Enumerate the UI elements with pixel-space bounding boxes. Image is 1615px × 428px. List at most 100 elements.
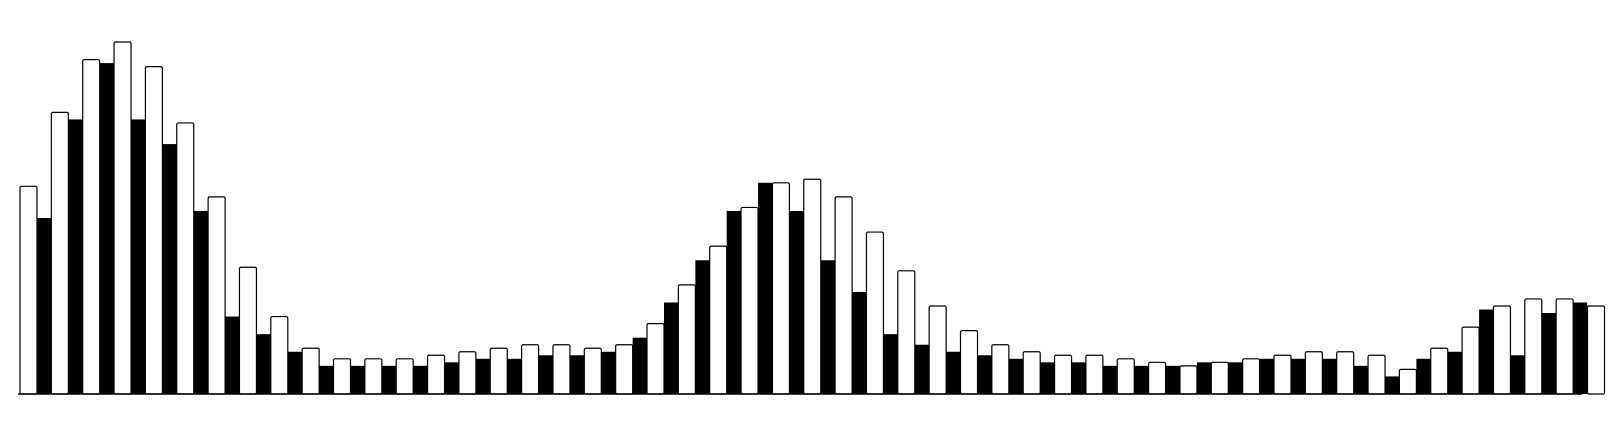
black-bar-42 xyxy=(1322,358,1337,394)
white-bar-45 xyxy=(1398,368,1418,395)
black-bar-15 xyxy=(475,358,490,394)
white-bar-49 xyxy=(1524,298,1543,395)
black-bar-23 xyxy=(726,210,741,394)
black-bar-11 xyxy=(350,365,365,394)
black-bar-48 xyxy=(1510,355,1525,394)
white-bar-21 xyxy=(646,323,665,395)
black-bar-18 xyxy=(569,355,584,394)
black-bar-35 xyxy=(1102,365,1117,394)
white-bar-11 xyxy=(332,358,352,395)
white-bar-32 xyxy=(991,344,1010,395)
white-bar-16 xyxy=(489,347,508,395)
white-bar-8 xyxy=(238,266,258,395)
white-bar-50 xyxy=(1555,298,1574,395)
black-bar-43 xyxy=(1353,365,1368,394)
black-bar-16 xyxy=(507,358,522,394)
black-bar-46 xyxy=(1447,351,1462,394)
white-bar-27 xyxy=(834,196,853,395)
black-bar-17 xyxy=(538,355,553,394)
white-bar-31 xyxy=(959,330,979,395)
black-bar-50 xyxy=(1573,302,1588,394)
black-bar-25 xyxy=(789,210,804,394)
white-bar-33 xyxy=(1022,351,1041,395)
white-bar-39 xyxy=(1210,361,1229,395)
black-bar-26 xyxy=(820,260,835,394)
black-bar-20 xyxy=(632,337,647,394)
white-bar-51 xyxy=(1586,305,1606,395)
white-bar-18 xyxy=(552,344,571,395)
black-bar-19 xyxy=(601,351,616,394)
white-bar-29 xyxy=(897,270,916,395)
black-bar-9 xyxy=(287,351,302,394)
white-bar-4 xyxy=(113,41,132,395)
black-bar-29 xyxy=(914,344,929,394)
white-bar-13 xyxy=(395,358,414,395)
black-bar-8 xyxy=(256,334,271,394)
black-bar-22 xyxy=(695,260,710,394)
white-bar-19 xyxy=(583,347,602,395)
black-bar-37 xyxy=(1165,365,1180,394)
black-bar-45 xyxy=(1416,358,1431,394)
white-bar-1 xyxy=(19,185,38,395)
black-bar-40 xyxy=(1259,358,1274,394)
white-bar-5 xyxy=(144,66,163,395)
black-bar-6 xyxy=(193,210,208,394)
black-bar-49 xyxy=(1541,313,1556,394)
white-bar-series xyxy=(19,41,1606,395)
white-bar-48 xyxy=(1492,305,1512,395)
black-bar-14 xyxy=(444,362,459,394)
black-bar-41 xyxy=(1291,358,1305,394)
black-bar-7 xyxy=(225,316,240,394)
white-bar-12 xyxy=(364,358,383,395)
white-bar-22 xyxy=(677,284,696,395)
black-bar-27 xyxy=(852,291,867,394)
black-bar-38 xyxy=(1196,362,1211,394)
white-bar-40 xyxy=(1242,358,1261,395)
white-bar-3 xyxy=(82,58,101,395)
white-bar-36 xyxy=(1116,358,1135,395)
white-bar-47 xyxy=(1461,326,1480,395)
white-bar-15 xyxy=(458,351,477,395)
black-bar-36 xyxy=(1134,365,1149,394)
black-bar-21 xyxy=(664,302,678,394)
black-bar-series xyxy=(37,63,1588,395)
black-bar-34 xyxy=(1071,362,1086,394)
white-bar-2 xyxy=(50,111,69,395)
black-bar-13 xyxy=(413,365,428,394)
white-bar-24 xyxy=(740,206,759,395)
white-bar-30 xyxy=(928,305,947,395)
white-bar-17 xyxy=(520,344,540,395)
white-bar-28 xyxy=(865,231,885,395)
white-bar-10 xyxy=(301,347,320,395)
white-bar-41 xyxy=(1273,354,1292,395)
black-bar-1 xyxy=(37,218,51,394)
white-bar-23 xyxy=(709,245,728,395)
white-bar-25 xyxy=(771,182,791,395)
white-bar-6 xyxy=(176,122,195,395)
black-bar-12 xyxy=(381,365,396,394)
white-bar-43 xyxy=(1336,351,1355,395)
black-bar-32 xyxy=(1008,358,1023,394)
white-bar-34 xyxy=(1053,354,1073,395)
black-bar-44 xyxy=(1385,376,1400,394)
black-bar-47 xyxy=(1479,309,1494,394)
white-bar-20 xyxy=(615,344,634,395)
white-bar-9 xyxy=(270,315,289,395)
black-bar-2 xyxy=(68,119,83,394)
black-bar-31 xyxy=(977,355,992,394)
white-bar-44 xyxy=(1367,354,1386,395)
white-bar-46 xyxy=(1430,347,1449,395)
black-bar-5 xyxy=(162,144,177,394)
white-bar-7 xyxy=(207,196,226,395)
black-bar-28 xyxy=(883,334,898,394)
white-bar-35 xyxy=(1085,354,1104,395)
black-bar-10 xyxy=(319,365,334,394)
white-bar-42 xyxy=(1304,351,1323,395)
black-bar-39 xyxy=(1228,362,1243,394)
black-bar-3 xyxy=(99,63,114,395)
black-bar-24 xyxy=(758,182,773,394)
white-bar-37 xyxy=(1147,361,1167,395)
white-bar-26 xyxy=(803,178,822,395)
white-bar-38 xyxy=(1179,365,1198,395)
